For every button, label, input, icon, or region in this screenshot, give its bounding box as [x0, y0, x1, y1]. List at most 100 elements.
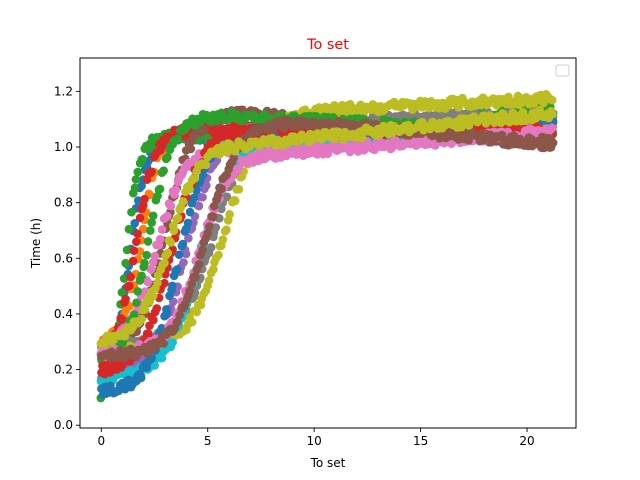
data-point — [225, 210, 234, 219]
data-point — [187, 279, 197, 289]
data-point — [357, 133, 367, 143]
data-point — [211, 223, 221, 232]
x-tick-label-3: 15 — [413, 434, 428, 448]
data-point — [330, 134, 340, 144]
data-point — [178, 239, 188, 249]
data-point — [140, 305, 150, 314]
data-point — [131, 175, 141, 184]
data-point — [122, 245, 132, 255]
legend-box[interactable] — [555, 64, 570, 77]
data-point — [126, 272, 135, 282]
data-point — [147, 167, 156, 177]
data-point — [152, 304, 162, 313]
data-point — [464, 136, 473, 145]
data-point — [206, 243, 216, 252]
data-point — [144, 329, 153, 339]
data-point — [166, 201, 176, 211]
data-point — [149, 315, 158, 325]
y-tick-label-6: 1.2 — [54, 84, 73, 98]
data-point — [168, 338, 177, 347]
data-point — [138, 154, 147, 164]
data-point — [162, 308, 172, 317]
data-point — [140, 194, 149, 204]
data-point — [137, 271, 146, 281]
data-point — [183, 218, 193, 228]
data-point — [124, 224, 134, 234]
data-point — [131, 352, 141, 362]
data-point — [130, 183, 140, 193]
data-point — [120, 332, 130, 341]
data-point — [146, 226, 155, 235]
data-point — [143, 277, 153, 287]
data-point — [178, 197, 188, 206]
data-point — [203, 229, 212, 238]
y-tick-label-2: 0.4 — [54, 307, 73, 321]
data-point — [135, 213, 145, 223]
data-point — [140, 258, 149, 268]
x-tick-label-4: 20 — [519, 434, 534, 448]
data-point — [153, 278, 162, 288]
data-point — [121, 258, 130, 268]
data-point — [142, 250, 151, 260]
data-point — [185, 185, 194, 194]
data-point — [143, 237, 153, 246]
data-point — [136, 373, 146, 383]
data-point — [548, 109, 557, 119]
data-point — [204, 276, 214, 285]
series-15 — [96, 105, 557, 348]
data-point — [185, 207, 195, 217]
data-point — [125, 281, 134, 291]
data-point — [186, 144, 196, 154]
data-point — [147, 218, 156, 227]
data-point — [119, 274, 129, 283]
data-point — [229, 153, 239, 163]
data-point — [504, 92, 513, 102]
data-point — [187, 317, 197, 327]
data-point — [157, 225, 167, 234]
data-point — [163, 248, 173, 258]
x-axis-ticks: 0 5 10 15 20 — [97, 428, 535, 448]
data-point — [192, 185, 201, 195]
axes-frame — [79, 57, 577, 429]
data-point — [117, 288, 127, 297]
data-point — [148, 291, 158, 301]
data-point — [213, 190, 223, 200]
y-tick-label-3: 0.6 — [54, 251, 73, 265]
x-tick-label-2: 10 — [307, 434, 322, 448]
data-point — [155, 184, 165, 194]
x-tick-label-0: 0 — [97, 434, 105, 448]
data-point — [130, 219, 140, 228]
data-point — [175, 310, 185, 320]
data-point — [173, 265, 182, 274]
data-point — [191, 273, 200, 282]
data-point — [547, 123, 557, 133]
data-point — [217, 184, 226, 194]
data-point — [194, 201, 204, 211]
data-point — [190, 173, 200, 183]
data-point — [133, 287, 142, 296]
data-point — [157, 353, 167, 363]
data-point — [128, 256, 138, 266]
data-point — [222, 147, 232, 157]
y-tick-label-4: 0.8 — [54, 196, 73, 210]
data-point — [181, 249, 191, 259]
data-point — [150, 251, 160, 261]
data-point — [129, 246, 139, 255]
data-point — [133, 167, 143, 177]
y-axis-ticks: 0.0 0.2 0.4 0.6 0.8 1.0 1.2 — [54, 84, 80, 432]
data-point — [192, 307, 202, 317]
y-axis-label: Time (h) — [29, 218, 43, 269]
data-point — [121, 294, 130, 304]
data-point — [464, 121, 474, 130]
data-point — [163, 153, 172, 162]
data-point — [214, 250, 223, 260]
y-tick-label-0: 0.0 — [54, 418, 73, 432]
data-point — [179, 258, 188, 267]
data-point — [184, 233, 193, 243]
data-point — [144, 348, 153, 358]
y-tick-label-1: 0.2 — [54, 363, 73, 377]
data-point — [163, 211, 172, 221]
